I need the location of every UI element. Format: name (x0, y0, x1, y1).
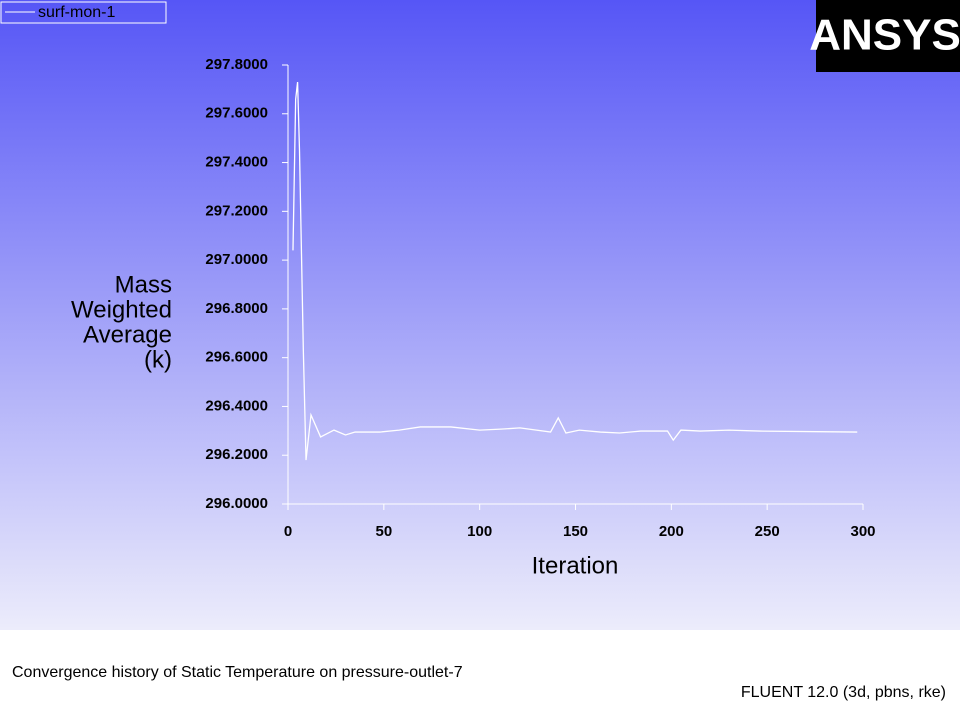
x-tick-label: 150 (563, 523, 588, 540)
caption-title: Convergence history of Static Temperatur… (12, 664, 463, 681)
plot-background (0, 0, 960, 630)
legend-box (0, 1, 167, 24)
x-tick-label: 0 (284, 523, 292, 540)
logo-box (816, 0, 960, 72)
logo: ANSYS (809, 11, 960, 60)
y-tick-label: 297.6000 (205, 105, 268, 122)
caption-panel (0, 630, 960, 720)
y-tick-label: 296.0000 (205, 495, 268, 512)
series-line (292, 81, 858, 461)
x-tick-label: 250 (755, 523, 780, 540)
x-tick-label: 300 (850, 523, 875, 540)
x-axis-title: Iteration (532, 552, 619, 579)
y-axis-title: Average (83, 321, 172, 348)
legend-label: surf-mon-1 (38, 4, 115, 21)
y-axis-title: Mass (115, 271, 172, 298)
caption-footer: FLUENT 12.0 (3d, pbns, rke) (741, 684, 946, 701)
y-tick-label: 296.8000 (205, 300, 268, 317)
y-tick-label: 297.2000 (205, 202, 268, 219)
x-tick-label: 100 (467, 523, 492, 540)
x-tick-label: 200 (659, 523, 684, 540)
y-axis-title: (k) (144, 346, 172, 373)
y-tick-label: 296.6000 (205, 349, 268, 366)
x-tick-label: 50 (375, 523, 392, 540)
y-axis-title: Weighted (71, 296, 172, 323)
y-tick-label: 297.8000 (205, 56, 268, 73)
y-tick-label: 296.2000 (205, 446, 268, 463)
y-tick-label: 297.4000 (205, 154, 268, 171)
y-tick-label: 296.4000 (205, 397, 268, 414)
y-tick-label: 297.0000 (205, 251, 268, 268)
